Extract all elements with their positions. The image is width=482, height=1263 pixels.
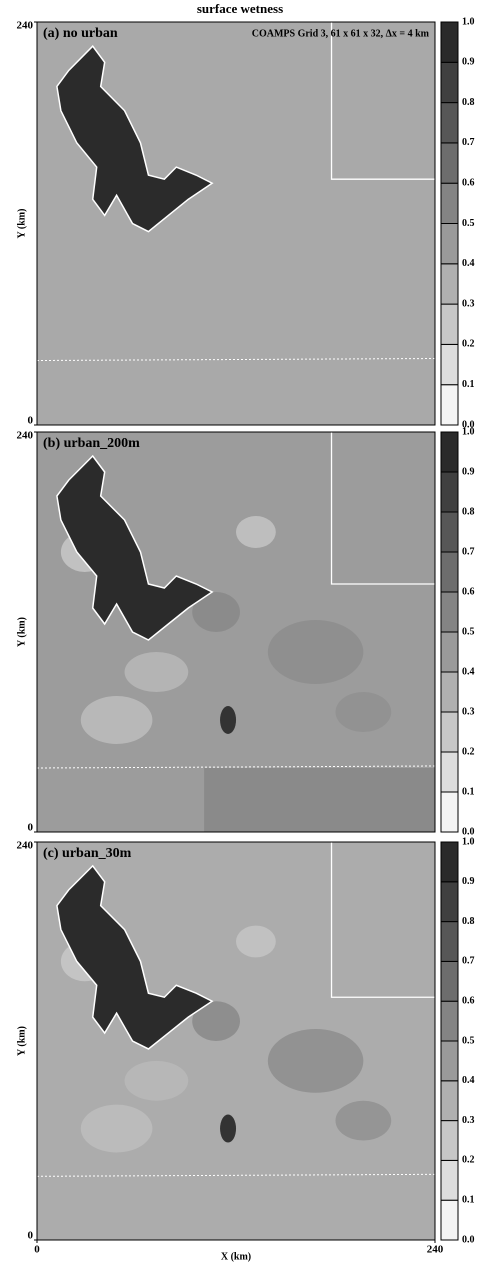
colorbar-tick-label: 1.0	[462, 426, 475, 437]
colorbar-segment	[441, 1121, 458, 1161]
y-tick-label: 240	[17, 430, 34, 442]
colorbar-segment	[441, 961, 458, 1001]
colorbar-segment	[441, 752, 458, 792]
y-tick-label: 240	[17, 20, 34, 32]
colorbar-segment	[441, 103, 458, 143]
colorbar-tick-label: 0.1	[462, 1194, 475, 1205]
colorbar-tick-label: 0.4	[462, 258, 475, 269]
colorbar-segment	[441, 552, 458, 592]
colorbar-tick-label: 0.4	[462, 666, 475, 677]
field-patch	[236, 926, 276, 958]
field-patch	[81, 696, 153, 744]
y-tick-label: 240	[17, 840, 34, 852]
colorbar-segment	[441, 922, 458, 962]
annotation: COAMPS Grid 3, 61 x 61 x 32, Δx = 4 km	[252, 28, 430, 39]
colorbar-segment	[441, 512, 458, 552]
y-tick-label: 0	[28, 1230, 34, 1242]
colorbar-segment	[441, 264, 458, 304]
colorbar-segment	[441, 672, 458, 712]
x-tick-label: 240	[427, 1244, 444, 1256]
x-axis-label: X (km)	[221, 1251, 251, 1262]
colorbar-segment	[441, 1200, 458, 1240]
field-patch	[268, 1029, 364, 1093]
colorbar-segment	[441, 432, 458, 472]
colorbar-segment	[441, 712, 458, 752]
colorbar-tick-label: 0.2	[462, 746, 475, 757]
field-patch	[220, 706, 236, 734]
colorbar-tick-label: 0.6	[462, 177, 475, 188]
field-patch	[220, 1115, 236, 1143]
colorbar-tick-label: 0.1	[462, 379, 475, 390]
colorbar-tick-label: 0.9	[462, 466, 475, 477]
colorbar-segment	[441, 472, 458, 512]
colorbar-segment	[441, 183, 458, 223]
colorbar-segment	[441, 882, 458, 922]
colorbar-segment	[441, 62, 458, 102]
field-patch	[125, 652, 189, 692]
colorbar-tick-label: 0.8	[462, 506, 475, 517]
colorbar-tick-label: 0.7	[462, 546, 475, 557]
panel	[37, 22, 435, 425]
colorbar-segment	[441, 842, 458, 882]
colorbar-segment	[441, 344, 458, 384]
y-axis-label: Y (km)	[16, 209, 27, 239]
colorbar-segment	[441, 592, 458, 632]
colorbar-tick-label: 1.0	[462, 16, 475, 27]
y-axis-label: Y (km)	[16, 617, 27, 647]
colorbar-tick-label: 0.6	[462, 995, 475, 1006]
colorbar-segment	[441, 22, 458, 62]
colorbar-segment	[441, 1081, 458, 1121]
colorbar-tick-label: 0.9	[462, 57, 475, 68]
field-patch	[236, 516, 276, 548]
colorbar-tick-label: 0.6	[462, 586, 475, 597]
colorbar-tick-label: 0.7	[462, 137, 475, 148]
colorbar-tick-label: 0.8	[462, 916, 475, 927]
panel-label: (c) urban_30m	[43, 846, 132, 861]
field-patch	[336, 1101, 392, 1141]
colorbar-tick-label: 0.3	[462, 706, 475, 717]
colorbar-segment	[441, 1001, 458, 1041]
field-patch	[81, 1105, 153, 1153]
colorbar-segment	[441, 385, 458, 425]
field-patch	[268, 620, 364, 684]
figure-title: surface wetness	[197, 1, 283, 16]
panel	[37, 842, 435, 1240]
x-tick-label: 0	[34, 1244, 40, 1256]
colorbar-tick-label: 0.1	[462, 786, 475, 797]
colorbar-segment	[441, 143, 458, 183]
colorbar-tick-label: 0.5	[462, 1035, 475, 1046]
colorbar-tick-label: 0.5	[462, 218, 475, 229]
colorbar-tick-label: 0.3	[462, 1115, 475, 1126]
panel-label: (a) no urban	[43, 26, 118, 41]
colorbar-tick-label: 0.2	[462, 1155, 475, 1166]
colorbar-tick-label: 0.8	[462, 97, 475, 108]
colorbar-segment	[441, 1160, 458, 1200]
colorbar-tick-label: 0.3	[462, 298, 475, 309]
colorbar-tick-label: 0.0	[462, 1234, 475, 1245]
colorbar-tick-label: 0.7	[462, 956, 475, 967]
figure: surface wetness (a) no urban COAMPS Grid 3…	[0, 0, 482, 1263]
y-axis-label: Y (km)	[16, 1026, 27, 1056]
colorbar-tick-label: 0.9	[462, 876, 475, 887]
panel-label: (b) urban_200m	[43, 436, 140, 451]
colorbar-tick-label: 0.5	[462, 626, 475, 637]
colorbar-tick-label: 1.0	[462, 836, 475, 847]
y-tick-label: 0	[28, 415, 34, 427]
colorbar-segment	[441, 304, 458, 344]
colorbar-segment	[441, 792, 458, 832]
colorbar-segment	[441, 1041, 458, 1081]
y-tick-label: 0	[28, 822, 34, 834]
colorbar-tick-label: 0.4	[462, 1075, 475, 1086]
colorbar-tick-label: 0.2	[462, 339, 475, 350]
field-patch	[125, 1061, 189, 1101]
colorbar-segment	[441, 224, 458, 264]
panel	[37, 432, 435, 832]
field-patch	[336, 692, 392, 732]
field-patch	[204, 768, 435, 832]
colorbar-segment	[441, 632, 458, 672]
